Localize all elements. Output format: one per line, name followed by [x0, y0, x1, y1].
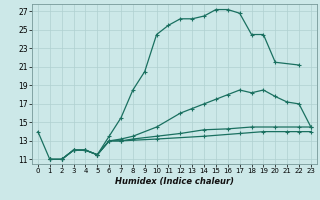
X-axis label: Humidex (Indice chaleur): Humidex (Indice chaleur)	[115, 177, 234, 186]
